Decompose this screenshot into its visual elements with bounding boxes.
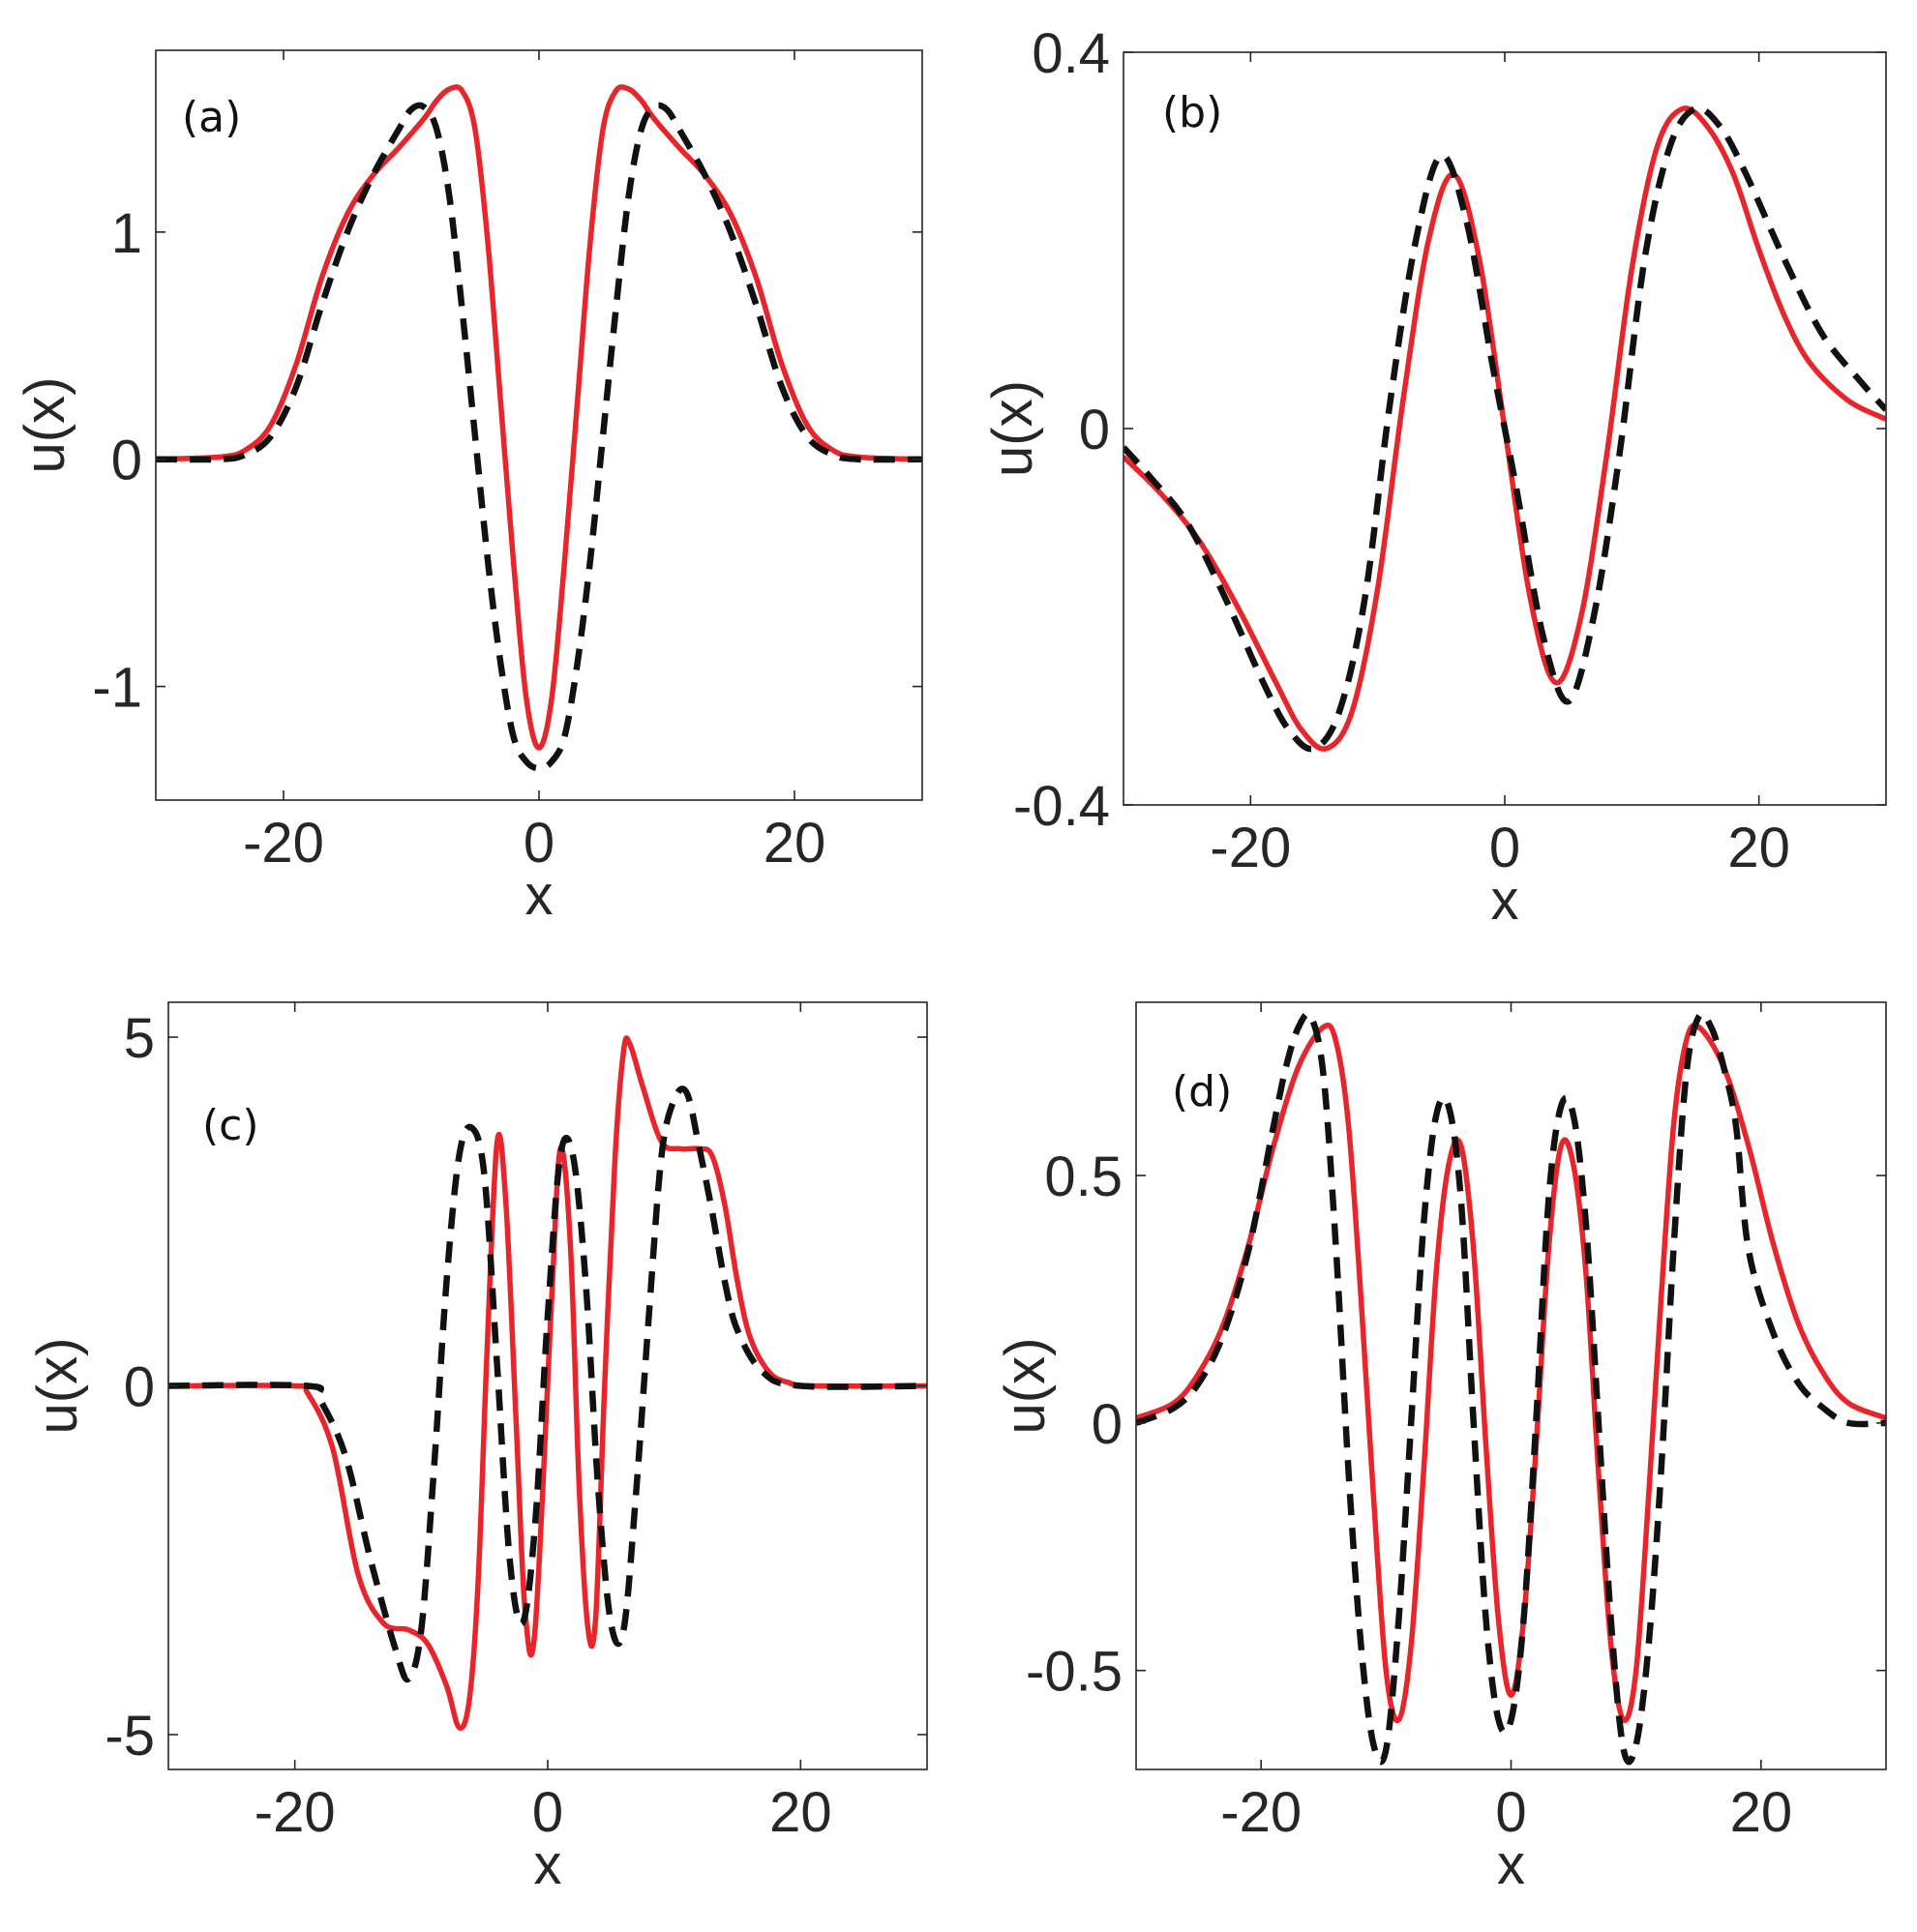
panel-b-x-tick-label: -20: [1210, 817, 1291, 879]
panel-d-dashed-series-line: [1136, 1010, 1886, 1766]
panel-d-x-axis-label: x: [1497, 1833, 1525, 1896]
panel-c: (c) x u(x) -20 0 20 -5 0 5: [26, 1001, 928, 1896]
panel-a: (a) x u(x) -20 0 20 -1 0 1: [14, 49, 923, 927]
panel-a-label: (a): [182, 93, 241, 142]
panel-b-y-tick-label: -0.4: [1013, 775, 1110, 838]
panel-d-solid-series-line: [1136, 1023, 1886, 1724]
panel-a-y-tick-label: 0: [111, 430, 142, 492]
panel-b-label: (b): [1162, 88, 1222, 137]
panel-b-ticks: -20 0 20 -0.4 0 0.4: [1013, 22, 1886, 879]
panel-d-y-tick-label: 0.5: [1044, 1145, 1123, 1208]
panel-b-y-tick-label: 0.4: [1032, 22, 1110, 85]
panel-b-y-tick-label: 0: [1079, 399, 1110, 461]
panel-d-y-tick-label: -0.5: [1026, 1641, 1123, 1704]
panel-c-x-tick-label: 0: [532, 1781, 563, 1844]
panel-c-y-tick-label: 5: [124, 1007, 155, 1070]
panel-d: (d) x u(x) -20 0 20 -0.5 0 0.5: [994, 1001, 1887, 1896]
panel-d-x-tick-label: 20: [1730, 1781, 1793, 1844]
panel-a-y-tick-label: -1: [92, 657, 142, 720]
panel-b-dashed-series-line: [1123, 104, 1886, 753]
panel-a-ticks: -20 0 20 -1 0 1: [92, 50, 922, 875]
panel-b-solid-series-line: [1123, 105, 1886, 752]
panel-b: (b) x u(x) -20 0 20 -0.4 0 0.4: [981, 22, 1887, 932]
panel-a-y-axis-label: u(x): [14, 377, 76, 474]
panel-c-x-tick-label: 20: [769, 1781, 832, 1844]
panel-a-solid-series-line: [156, 84, 922, 751]
panel-d-x-tick-label: -20: [1220, 1781, 1302, 1844]
panel-b-x-axis-label: x: [1491, 869, 1519, 932]
panel-c-dashed-series-line: [168, 1085, 927, 1683]
panel-c-y-tick-label: 0: [124, 1356, 155, 1419]
panel-b-x-tick-label: 0: [1489, 817, 1520, 879]
panel-a-dashed-series-line: [156, 102, 922, 772]
panel-c-y-axis-label: u(x): [26, 1338, 89, 1435]
panel-d-label: (d): [1172, 1067, 1232, 1116]
panel-c-y-tick-label: -5: [105, 1705, 155, 1768]
panel-a-x-tick-label: -20: [243, 812, 324, 875]
panel-c-ticks: -20 0 20 -5 0 5: [105, 1002, 927, 1844]
panel-d-x-tick-label: 0: [1495, 1781, 1526, 1844]
panel-b-x-tick-label: 20: [1727, 817, 1790, 879]
panel-d-ticks: -20 0 20 -0.5 0 0.5: [1026, 1002, 1886, 1844]
panel-c-plot-area: [168, 1035, 927, 1731]
panel-d-plot-area: [1136, 1010, 1886, 1766]
panel-a-x-tick-label: 20: [764, 812, 826, 875]
panel-c-x-tick-label: -20: [255, 1781, 336, 1844]
panel-a-x-tick-label: 0: [524, 812, 554, 875]
panel-d-y-tick-label: 0: [1092, 1393, 1123, 1456]
panel-b-plot-area: [1123, 104, 1886, 753]
panel-c-x-axis-label: x: [534, 1833, 562, 1896]
panel-d-y-axis-label: u(x): [994, 1338, 1057, 1435]
panel-a-y-tick-label: 1: [111, 202, 142, 265]
panel-a-x-axis-label: x: [525, 864, 554, 927]
panel-a-plot-area: [156, 84, 922, 772]
panel-b-y-axis-label: u(x): [981, 380, 1044, 477]
panel-c-label: (c): [202, 1101, 259, 1150]
